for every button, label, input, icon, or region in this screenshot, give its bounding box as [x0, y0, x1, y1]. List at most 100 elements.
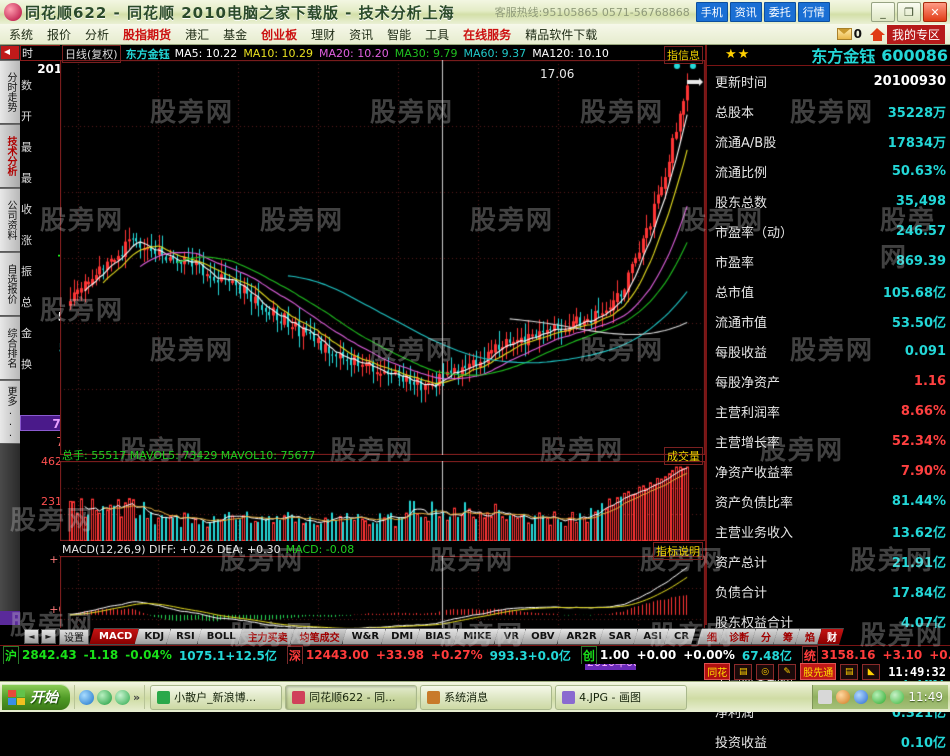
menu-item-5[interactable]: 基金 — [223, 27, 248, 42]
volume-tag[interactable]: 成交量 — [664, 447, 703, 465]
home-icon[interactable] — [869, 27, 885, 41]
company-info-panel: ★★ 东方金钰 600086 更新时间 20100930 总股本 35228万 流通A/… — [705, 45, 950, 751]
indicator-tab-asi[interactable]: ASI — [633, 628, 669, 645]
quote-readout-panel: 时 间 20100818 数值7.77开盘10.39最高10.44最低10.16… — [20, 45, 106, 405]
indicator-tab-bias[interactable]: BIAS — [415, 628, 458, 645]
indicator-tab-cr[interactable]: CR — [664, 628, 696, 645]
indicator-tab-ar2r[interactable]: AR2R — [557, 628, 604, 645]
volume-canvas[interactable] — [60, 461, 705, 541]
indicator-end-tab-1[interactable]: 诊断 — [719, 628, 756, 645]
quick-launch-more-icon[interactable]: » — [133, 690, 141, 704]
indicator-tab-vr[interactable]: VR — [494, 628, 526, 645]
info-key-2: 流通A/B股 — [715, 135, 777, 151]
start-button[interactable]: 开始 — [2, 684, 70, 710]
monitor-icon[interactable]: ▤ — [734, 663, 753, 680]
chip-trade[interactable]: 委托 — [763, 2, 796, 22]
keyboard-icon[interactable] — [818, 690, 833, 704]
browser-icon[interactable] — [97, 689, 112, 705]
sidebar-tab-3[interactable]: 自选报价 — [0, 252, 20, 316]
brand-badge[interactable]: 同花 — [704, 663, 731, 680]
indicator-tab-obv[interactable]: OBV — [521, 628, 561, 645]
promo-badge[interactable]: 股先通 — [800, 663, 837, 680]
period-label[interactable]: 日线(复权) — [62, 44, 121, 63]
indicator-tab-boll[interactable]: BOLL — [197, 628, 243, 645]
shield-icon[interactable] — [836, 690, 851, 704]
left-tab-strip: 分时走势 技术分析 公司资料 自选报价 综合排名 更多... — [0, 45, 20, 625]
taskbar-item-2[interactable]: 系统消息 — [420, 684, 553, 710]
my-zone-button[interactable]: 我的专区 — [886, 24, 945, 44]
maximize-button[interactable]: ❐ — [897, 2, 921, 22]
menu-item-11[interactable]: 在线服务 — [463, 27, 512, 42]
info-stock-name: 东方金钰 — [811, 47, 876, 66]
taskbar-item-3[interactable]: 4.JPG - 画图 — [555, 684, 688, 710]
message-icon[interactable]: ▤ — [840, 663, 859, 680]
info-row: 更新时间 20100930 — [707, 66, 950, 96]
mail-icon[interactable] — [836, 28, 852, 40]
minimize-button[interactable]: _ — [871, 2, 895, 22]
chart-area[interactable]: 日线(复权) 东方金钰 MA5: 10.22 MA10: 10.29 MA20: 1… — [60, 44, 705, 670]
taskbar-item-0[interactable]: 小散户_新浪博... — [150, 684, 283, 710]
sidebar-tab-0[interactable]: 分时走势 — [0, 60, 20, 124]
info-value-0: 20100930 — [873, 73, 946, 89]
info-row: 流通比例 50.63% — [707, 156, 950, 186]
info-row: 股东权益合计 4.07亿 — [707, 606, 950, 636]
chip-quote[interactable]: 行情 — [797, 2, 830, 22]
indicator-tab-dmi[interactable]: DMI — [381, 628, 420, 645]
tab-strip-indicator — [0, 611, 20, 625]
chart-stock-name: 东方金钰 — [125, 47, 170, 61]
info-value-2: 17834万 — [887, 135, 946, 151]
sidebar-tab-5[interactable]: 更多... — [0, 380, 20, 444]
taskbar-item-1[interactable]: 同花顺622 - 同... — [285, 684, 418, 710]
menu-item-3[interactable]: 股指期货 — [123, 27, 172, 42]
indicator-tab--[interactable]: 主力买卖 — [238, 628, 295, 645]
sidebar-tab-1[interactable]: 技术分析 — [0, 124, 20, 188]
indicator-tab-rsi[interactable]: RSI — [166, 628, 202, 645]
collapse-panel-icon[interactable] — [1, 46, 19, 59]
macd-header-text: MACD(12,26,9) DIFF: +0.26 DEA: +0.30 — [62, 543, 281, 556]
info-row: 投资收益 0.10亿 — [707, 726, 950, 756]
sidebar-tab-4[interactable]: 综合排名 — [0, 316, 20, 380]
target-icon[interactable]: ◎ — [756, 663, 775, 680]
macd-indicator-tag[interactable]: 指标说明 — [653, 542, 703, 560]
chip-mobile[interactable]: 手机 — [695, 2, 728, 22]
menu-item-4[interactable]: 港汇 — [185, 27, 210, 42]
menu-item-0[interactable]: 系统 — [9, 27, 34, 42]
prev-indicator-button[interactable]: ◄ — [24, 629, 39, 644]
ma-legend: MA5: 10.22 MA10: 10.29 MA20: 10.20 MA30: 9.… — [175, 47, 609, 60]
menu-item-9[interactable]: 智能 — [387, 27, 412, 42]
indicator-tab--[interactable]: 均笔成交 — [290, 628, 347, 645]
note-icon[interactable]: ✎ — [778, 663, 797, 680]
indicator-tab-mike[interactable]: MIKE — [453, 628, 498, 645]
indicator-tab-w-r[interactable]: W&R — [342, 628, 386, 645]
media-icon[interactable] — [115, 689, 130, 705]
quote-info-tag[interactable]: 指信息 — [664, 46, 703, 64]
ma-legend-ma5: MA5: 10.22 — [174, 47, 238, 60]
indicator-settings-button[interactable]: 设置 — [59, 628, 89, 645]
next-indicator-button[interactable]: ► — [41, 629, 56, 644]
macd-value-text: MACD: -0.08 — [285, 543, 355, 556]
menu-item-6[interactable]: 创业板 — [261, 27, 298, 42]
speaker-icon[interactable]: ◣ — [862, 663, 881, 680]
menu-item-12[interactable]: 精品软件下载 — [525, 27, 598, 42]
indicator-tab-macd[interactable]: MACD — [89, 628, 139, 645]
network-icon[interactable] — [854, 690, 869, 704]
menu-item-2[interactable]: 分析 — [85, 27, 110, 42]
system-tray: 11:49 — [812, 685, 948, 709]
indicator-tab-sar[interactable]: SAR — [599, 628, 639, 645]
antivirus-icon[interactable] — [890, 690, 905, 704]
ticker-field-0-1: -1.18 — [83, 648, 119, 662]
ticker-field-0-3: 1075.1+12.5亿 — [178, 648, 277, 663]
volume-icon[interactable] — [872, 690, 887, 704]
menu-item-7[interactable]: 理财 — [311, 27, 336, 42]
sidebar-tab-2[interactable]: 公司资料 — [0, 188, 20, 252]
ticker-field-0-2: -0.04% — [125, 648, 172, 662]
close-button[interactable]: ✕ — [923, 2, 947, 22]
chip-news[interactable]: 资讯 — [729, 2, 762, 22]
price-candlestick-canvas[interactable] — [60, 60, 705, 455]
menu-item-8[interactable]: 资讯 — [349, 27, 374, 42]
info-key-14: 资产负债比率 — [715, 495, 794, 511]
menu-item-10[interactable]: 工具 — [425, 27, 450, 42]
internet-explorer-icon[interactable] — [79, 689, 94, 705]
menu-item-1[interactable]: 报价 — [47, 27, 72, 42]
indicator-tab-kdj[interactable]: KDJ — [134, 628, 171, 645]
